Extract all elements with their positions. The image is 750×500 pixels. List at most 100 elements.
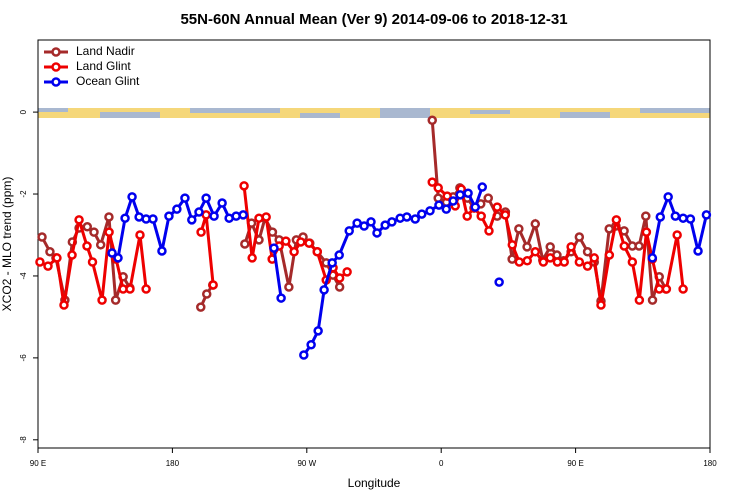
point	[148, 214, 158, 224]
point	[574, 232, 585, 242]
point	[484, 226, 494, 236]
y-tick-label: -2	[19, 190, 28, 198]
point	[82, 241, 92, 251]
legend-marker	[51, 62, 61, 72]
point	[462, 211, 472, 221]
point	[672, 230, 682, 240]
legend-marker	[51, 77, 61, 87]
point	[619, 241, 630, 251]
point	[82, 222, 93, 232]
point	[427, 115, 437, 126]
point	[276, 293, 286, 303]
point	[141, 284, 151, 294]
point	[604, 250, 615, 260]
point	[45, 247, 55, 257]
x-tick-label: 90 W	[297, 459, 316, 468]
point	[402, 212, 412, 222]
point	[304, 238, 314, 248]
point	[120, 213, 130, 223]
point	[507, 240, 518, 250]
point	[359, 221, 369, 231]
point	[477, 182, 488, 192]
point	[559, 257, 570, 267]
point	[334, 250, 344, 260]
point	[433, 183, 443, 193]
point	[470, 202, 480, 212]
legend-marker	[51, 47, 61, 57]
point	[135, 230, 145, 240]
legend-label: Ocean Glint	[76, 74, 140, 88]
point	[37, 232, 47, 242]
point	[530, 247, 541, 257]
point	[269, 243, 279, 253]
point	[574, 257, 585, 267]
y-tick-label: -8	[19, 436, 28, 444]
point	[566, 242, 576, 252]
point	[463, 188, 473, 198]
point	[647, 253, 658, 263]
point	[448, 196, 458, 206]
point	[441, 204, 452, 214]
point	[434, 200, 444, 210]
point	[476, 211, 486, 221]
point	[627, 257, 638, 267]
point	[127, 192, 137, 202]
point	[514, 224, 524, 234]
point	[647, 295, 658, 305]
x-tick-label: 0	[439, 459, 444, 468]
point	[89, 227, 99, 237]
point	[641, 211, 651, 221]
point	[172, 204, 182, 214]
point	[483, 193, 493, 203]
point	[107, 248, 117, 258]
point	[238, 210, 248, 220]
point	[289, 247, 299, 257]
point	[240, 239, 250, 249]
point	[494, 277, 504, 287]
legend-label: Land Glint	[76, 59, 131, 73]
chart-title: 55N-60N Annual Mean (Ver 9) 2014-09-06 t…	[180, 11, 567, 28]
point	[254, 213, 264, 223]
point	[319, 285, 329, 295]
point	[634, 241, 644, 251]
point	[442, 191, 452, 201]
point	[43, 261, 53, 271]
x-tick-label: 180	[166, 459, 180, 468]
point	[372, 228, 382, 238]
point	[194, 207, 204, 217]
point	[611, 215, 622, 225]
point	[239, 181, 249, 191]
point	[701, 210, 712, 220]
point	[545, 253, 555, 263]
point	[670, 211, 681, 221]
point	[187, 215, 197, 225]
x-tick-label: 90 E	[30, 459, 46, 468]
point	[261, 212, 271, 222]
point	[661, 284, 672, 294]
point	[334, 273, 345, 283]
point	[678, 284, 688, 294]
point	[52, 253, 62, 263]
point	[313, 326, 323, 336]
y-tick-label: -6	[19, 354, 28, 362]
point	[284, 282, 294, 292]
point	[281, 236, 291, 246]
point	[522, 242, 532, 252]
point	[455, 190, 465, 200]
point	[427, 177, 437, 187]
point	[596, 300, 606, 310]
point	[67, 250, 77, 260]
point	[104, 212, 114, 222]
point	[35, 257, 45, 267]
point	[201, 289, 212, 299]
point	[74, 215, 84, 225]
point	[110, 295, 121, 305]
point	[306, 340, 316, 350]
point	[157, 246, 167, 256]
point	[589, 253, 600, 263]
point	[693, 246, 703, 256]
point	[655, 212, 666, 222]
map-strip	[38, 108, 710, 118]
